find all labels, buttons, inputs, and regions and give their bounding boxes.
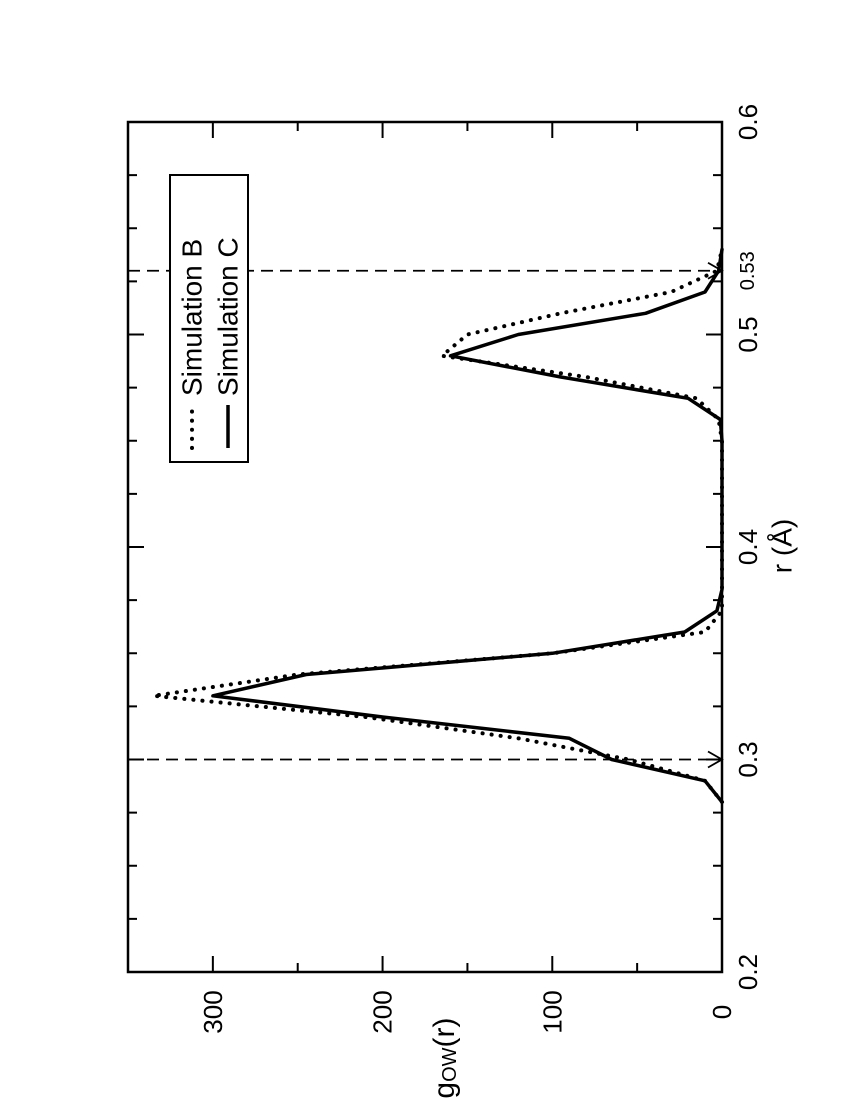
x-axis-label: r (Å) <box>767 519 798 573</box>
y-tick-label: 0 <box>707 1005 737 1019</box>
x-tick-label: 0.3 <box>733 741 763 777</box>
x-tick-label: 0.5 <box>733 316 763 352</box>
y-tick-label: 200 <box>368 990 398 1033</box>
x-tick-label: 0.2 <box>733 954 763 990</box>
series-line-simulation-c <box>211 247 724 804</box>
legend-entry: Simulation B <box>177 239 208 396</box>
reference-arrow <box>707 261 724 280</box>
legend-entry: Simulation C <box>213 237 244 396</box>
x-tick-label: 0.4 <box>733 529 763 565</box>
reference-label: 0.53 <box>737 251 759 290</box>
y-tick-label: 300 <box>198 990 228 1033</box>
legend-box <box>169 174 249 463</box>
y-axis-label: gOW(r) <box>428 1017 462 1098</box>
legend: Simulation B Simulation C <box>169 174 249 463</box>
plot-area: 0.2 0.3 0.4 0.5 0.6 0 100 200 300 r (Å) gOW(r) 0.53… <box>126 104 798 1099</box>
y-tick-label: 100 <box>537 990 567 1033</box>
x-tick-label: 0.6 <box>733 104 763 140</box>
reference-arrow <box>707 750 724 769</box>
series-line-simulation-b <box>151 247 724 804</box>
